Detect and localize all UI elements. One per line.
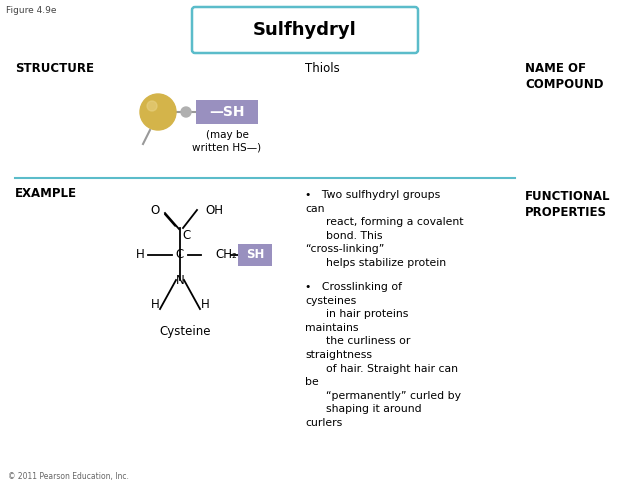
- FancyBboxPatch shape: [238, 244, 272, 266]
- Text: Thiols: Thiols: [305, 62, 340, 75]
- Text: SH: SH: [246, 249, 264, 262]
- Text: H: H: [200, 299, 209, 312]
- Text: CH₂: CH₂: [215, 249, 237, 262]
- Text: Sulfhydryl: Sulfhydryl: [253, 21, 357, 39]
- Text: OH: OH: [205, 204, 223, 216]
- Text: O: O: [150, 204, 159, 216]
- Text: FUNCTIONAL
PROPERTIES: FUNCTIONAL PROPERTIES: [525, 190, 611, 219]
- Circle shape: [140, 94, 176, 130]
- Text: Cysteine: Cysteine: [159, 325, 211, 338]
- Circle shape: [181, 107, 191, 117]
- FancyBboxPatch shape: [196, 100, 258, 124]
- Text: NAME OF
COMPOUND: NAME OF COMPOUND: [525, 62, 604, 91]
- Circle shape: [147, 101, 157, 111]
- Text: © 2011 Pearson Education, Inc.: © 2011 Pearson Education, Inc.: [8, 472, 129, 480]
- Text: C: C: [182, 229, 190, 242]
- Text: •   Crosslinking of
cysteines
      in hair proteins
maintains
      the curline: • Crosslinking of cysteines in hair prot…: [305, 282, 461, 428]
- Text: C: C: [176, 249, 184, 262]
- Text: H: H: [136, 249, 145, 262]
- Text: (may be
written HS—): (may be written HS—): [193, 130, 262, 153]
- Text: •   Two sulfhydryl groups
can
      react, forming a covalent
      bond. This
“: • Two sulfhydryl groups can react, formi…: [305, 190, 463, 268]
- Text: H: H: [150, 299, 159, 312]
- Text: EXAMPLE: EXAMPLE: [15, 187, 77, 200]
- Text: —SH: —SH: [209, 105, 244, 119]
- Text: N: N: [175, 274, 184, 287]
- FancyBboxPatch shape: [192, 7, 418, 53]
- Text: STRUCTURE: STRUCTURE: [15, 62, 94, 75]
- Text: Figure 4.9e: Figure 4.9e: [6, 6, 56, 15]
